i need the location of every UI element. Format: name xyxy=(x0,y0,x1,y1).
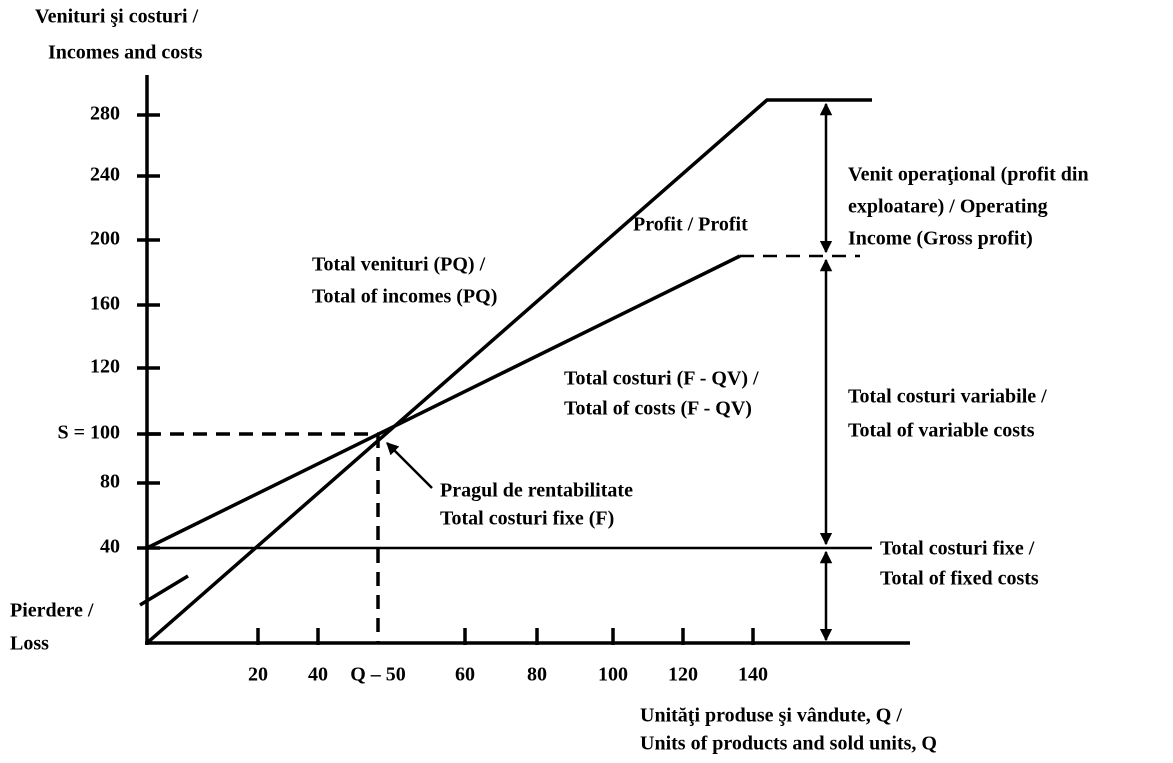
cost-line xyxy=(146,254,741,550)
revenue-label: Total venituri (PQ) / xyxy=(312,254,486,276)
y-tick-label: 280 xyxy=(90,103,120,125)
breakeven-label: Total costuri fixe (F) xyxy=(440,508,614,530)
costs-label: Total of costs (F - QV) xyxy=(564,398,752,420)
fixed-costs-label: Total costuri fixe / xyxy=(880,538,1035,560)
operating-income-label: Venit operaţional (profit din xyxy=(848,164,1089,186)
y-axis-title: Venituri şi costuri / xyxy=(35,6,199,28)
x-tick-label: 80 xyxy=(527,664,547,686)
fixed-costs-label: Total of fixed costs xyxy=(880,568,1039,590)
y-tick-label: 160 xyxy=(90,293,120,315)
x-tick-label: 20 xyxy=(248,664,268,686)
y-tick-label: S = 100 xyxy=(57,422,120,444)
breakeven-label: Pragul de rentabilitate xyxy=(440,480,633,502)
y-tick-label: 80 xyxy=(100,471,120,493)
operating-income-label: exploatare) / Operating xyxy=(848,196,1048,218)
profit-label: Profit / Profit xyxy=(633,214,748,236)
x-tick-label: 120 xyxy=(668,664,698,686)
y-tick-label: 40 xyxy=(100,536,120,558)
breakeven-arrow xyxy=(386,442,433,489)
revenue-label: Total of incomes (PQ) xyxy=(312,286,497,308)
loss-label: Loss xyxy=(10,633,49,655)
y-tick-label: 120 xyxy=(90,356,120,378)
x-tick-label: 100 xyxy=(598,664,628,686)
x-tick-label: 140 xyxy=(738,664,768,686)
variable-costs-label: Total costuri variabile / xyxy=(848,386,1047,408)
operating-income-label: Income (Gross profit) xyxy=(848,228,1033,250)
loss-line xyxy=(139,574,189,607)
loss-label: Pierdere / xyxy=(10,600,94,622)
costs-label: Total costuri (F - QV) / xyxy=(564,368,759,390)
y-axis-title: Incomes and costs xyxy=(48,42,203,64)
labels: Venituri şi costuri / Incomes and costs … xyxy=(10,6,1089,755)
lines xyxy=(139,98,872,645)
x-tick-label: Q – 50 xyxy=(350,664,406,686)
y-tick-label: 200 xyxy=(90,228,120,250)
axes xyxy=(145,75,910,645)
x-tick-label: 60 xyxy=(455,664,475,686)
revenue-line xyxy=(145,98,872,645)
y-tick-label: 240 xyxy=(90,164,120,186)
x-tick-label: 40 xyxy=(308,664,328,686)
x-axis-title: Units of products and sold units, Q xyxy=(640,733,937,755)
variable-costs-label: Total of variable costs xyxy=(848,420,1035,442)
x-axis-title: Unităţi produse şi vândute, Q / xyxy=(640,705,902,727)
